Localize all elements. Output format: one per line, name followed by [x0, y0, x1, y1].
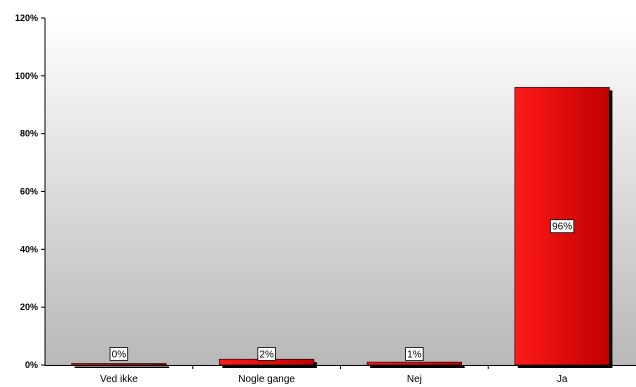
data-label-box — [257, 347, 276, 361]
y-tick-label: 40% — [20, 244, 38, 254]
bar — [71, 363, 167, 366]
bar-shadow — [370, 365, 465, 368]
y-tick-label: 100% — [15, 71, 38, 81]
y-tick-label: 120% — [15, 13, 38, 23]
data-label-box — [109, 347, 129, 361]
category-label: Ved ikke — [100, 374, 138, 385]
category-label: Ja — [557, 374, 568, 385]
bar — [366, 361, 462, 366]
data-label-box — [405, 347, 424, 361]
y-tick-label: 20% — [20, 302, 38, 312]
data-label: 2% — [259, 350, 274, 361]
category-label: Nogle gange — [238, 374, 295, 385]
data-label: 0% — [112, 350, 127, 361]
data-label: 1% — [407, 350, 422, 361]
y-tick-label: 60% — [20, 187, 38, 197]
data-label-box — [550, 219, 575, 234]
bar-shadow — [74, 366, 170, 368]
data-label: 96% — [552, 222, 572, 233]
y-tick-label: 0% — [25, 360, 38, 370]
y-tick-label: 80% — [20, 129, 38, 139]
category-label: Nej — [407, 374, 422, 385]
